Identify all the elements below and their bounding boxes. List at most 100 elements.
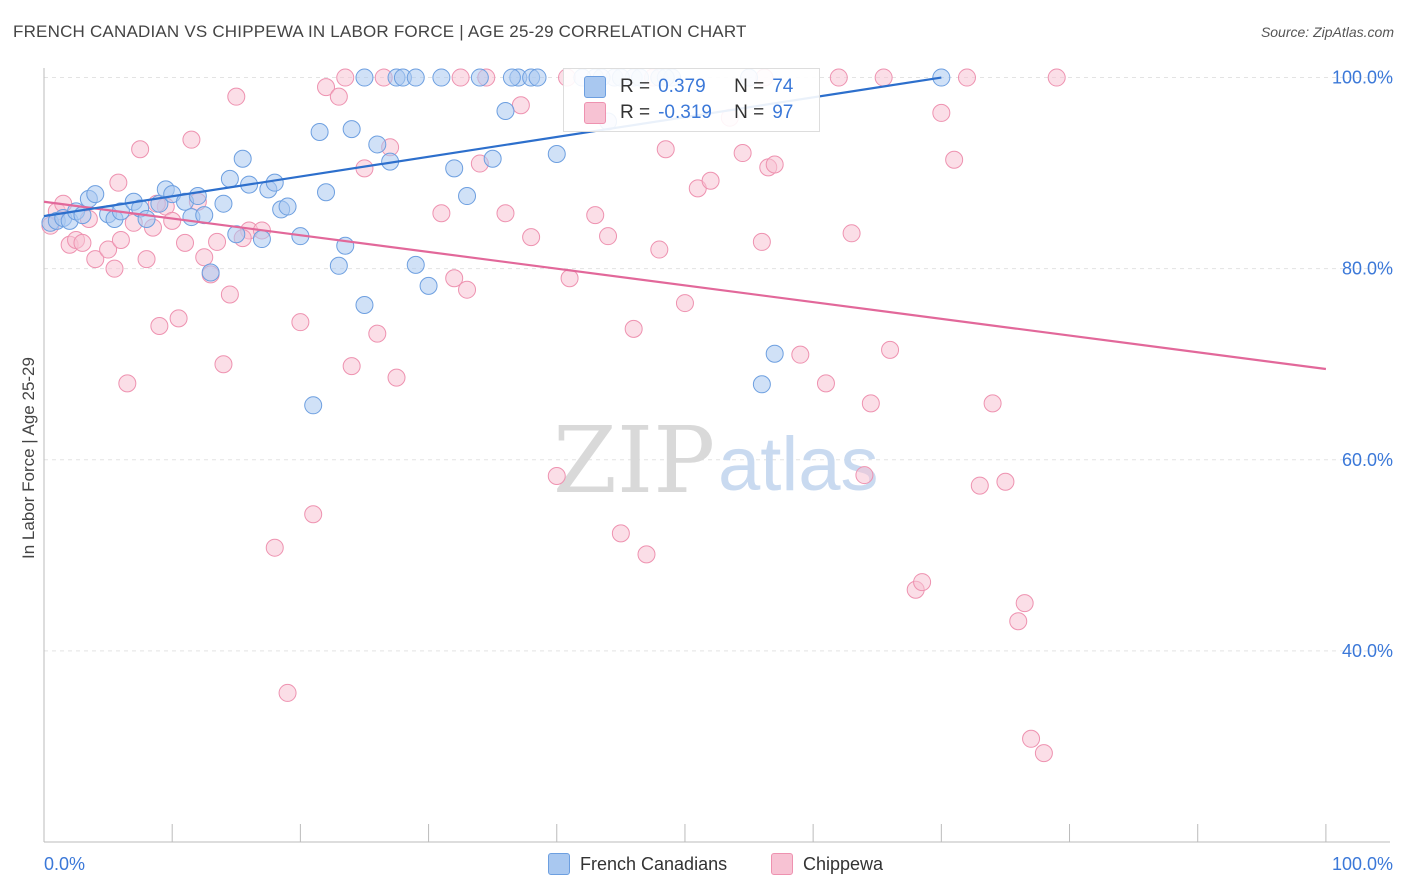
french-canadian-point — [528, 68, 547, 87]
french-canadian-point — [470, 68, 489, 87]
chippewa-point — [387, 368, 406, 387]
chippewa-point — [957, 68, 976, 87]
chippewa-point — [304, 505, 323, 524]
french-canadian-point — [137, 209, 156, 228]
legend-label-french: French Canadians — [580, 853, 728, 874]
chippewa-point — [945, 150, 964, 169]
chippewa-point — [752, 232, 771, 251]
tick-labels: 40.0% 60.0% 80.0% 100.0% 0.0% 100.0% — [44, 68, 1393, 874]
chippewa-point — [983, 394, 1002, 413]
stats-r-label: R = — [620, 102, 651, 123]
chippewa-point — [73, 233, 92, 252]
french-canadian-point — [765, 344, 784, 363]
chippewa-point — [675, 294, 694, 313]
french-canadian-point — [214, 194, 233, 213]
french-canadian-point — [342, 120, 361, 139]
source-label: Source: ZipAtlas.com — [1260, 24, 1394, 40]
stats-swatch-french — [584, 76, 606, 98]
french-canadian-point — [304, 396, 323, 415]
chippewa-point — [637, 545, 656, 564]
chippewa-point — [547, 467, 566, 486]
chippewa-point — [342, 357, 361, 376]
stats-n-label: N = — [734, 102, 765, 123]
chippewa-point — [150, 317, 169, 335]
french-canadian-point — [278, 197, 297, 216]
legend: French Canadians Chippewa — [0, 850, 1406, 880]
french-canadian-point — [483, 149, 502, 168]
chippewa-point — [432, 204, 451, 223]
stats-r-chippewa: -0.319 — [658, 102, 712, 123]
y-tick-label: 100.0% — [1332, 68, 1393, 88]
chippewa-point — [278, 683, 297, 702]
stats-r-label: R = — [620, 76, 651, 97]
stats-r-french: 0.379 — [658, 76, 706, 97]
chippewa-point — [458, 280, 477, 299]
chippewa-point — [842, 224, 861, 243]
chippewa-point — [970, 476, 989, 495]
chippewa-point — [109, 173, 128, 192]
chippewa-point — [86, 250, 105, 269]
french-canadian-point — [265, 173, 284, 192]
y-tick-label: 40.0% — [1342, 641, 1393, 661]
y-axis-label: In Labor Force | Age 25-29 — [19, 357, 38, 559]
french-canadian-point — [419, 276, 438, 295]
french-canadian-point — [496, 102, 515, 120]
french-canadian-point — [317, 183, 336, 202]
french-canadian-point — [233, 149, 252, 168]
legend-item-chippewa[interactable]: Chippewa — [771, 853, 883, 875]
chippewa-point — [650, 240, 669, 259]
legend-item-french[interactable]: French Canadians — [548, 853, 727, 875]
chippewa-point — [451, 68, 470, 87]
chippewa-point — [99, 240, 118, 259]
chippewa-point — [932, 103, 951, 122]
watermark: ZIP atlas — [553, 407, 879, 514]
chippewa-point — [1047, 68, 1066, 87]
french-canadian-point — [368, 135, 387, 154]
chippewa-point — [220, 285, 239, 304]
chippewa-point — [118, 374, 137, 393]
french-canadian-point — [547, 145, 566, 163]
french-canadian-point — [86, 185, 105, 204]
chippewa-point — [874, 68, 893, 87]
chippewa-point — [913, 573, 932, 592]
stats-box: R = 0.379 N = 74 R = -0.319 N = 97 — [563, 68, 820, 132]
chippewa-point — [791, 345, 810, 364]
chippewa-point — [163, 211, 182, 230]
chippewa-point — [265, 538, 284, 557]
french-canadian-point — [220, 169, 239, 188]
chippewa-point — [131, 140, 150, 159]
chippewa-point — [227, 87, 246, 106]
chart-title: FRENCH CANADIAN VS CHIPPEWA IN LABOR FOR… — [13, 22, 747, 41]
chippewa-trend-line — [43, 200, 1327, 371]
stats-n-french: 74 — [772, 76, 794, 97]
x-tick-label: 100.0% — [1332, 854, 1393, 874]
french-canadian-point — [188, 187, 207, 206]
chippewa-point — [291, 313, 310, 332]
stats-n-chippewa: 97 — [772, 102, 794, 123]
french-canadian-point — [355, 68, 374, 87]
french-canadian-point — [355, 295, 374, 314]
chippewa-point — [195, 248, 214, 267]
chippewa-point — [599, 227, 618, 246]
french-canadian-point — [752, 375, 771, 394]
chippewa-point — [336, 68, 355, 87]
chippewa-point — [137, 250, 156, 269]
watermark-zip: ZIP — [553, 407, 715, 514]
chippewa-point — [511, 96, 530, 115]
chippewa-point — [445, 269, 464, 288]
grid-lines — [44, 77, 1390, 652]
stats-n-label: N = — [734, 76, 765, 97]
chippewa-point — [701, 171, 720, 190]
french-canadian-point — [310, 123, 329, 142]
legend-swatch-french — [548, 853, 570, 875]
chippewa-point — [881, 340, 900, 359]
french-canadian-point — [432, 68, 451, 87]
french-canadian-point — [252, 230, 271, 249]
french-canadian-point — [445, 159, 464, 178]
french-canadian-point — [329, 256, 348, 275]
y-tick-label: 60.0% — [1342, 450, 1393, 470]
axes — [43, 68, 1390, 843]
stats-row-chippewa: R = -0.319 N = 97 — [584, 101, 793, 125]
chippewa-point — [656, 140, 675, 159]
